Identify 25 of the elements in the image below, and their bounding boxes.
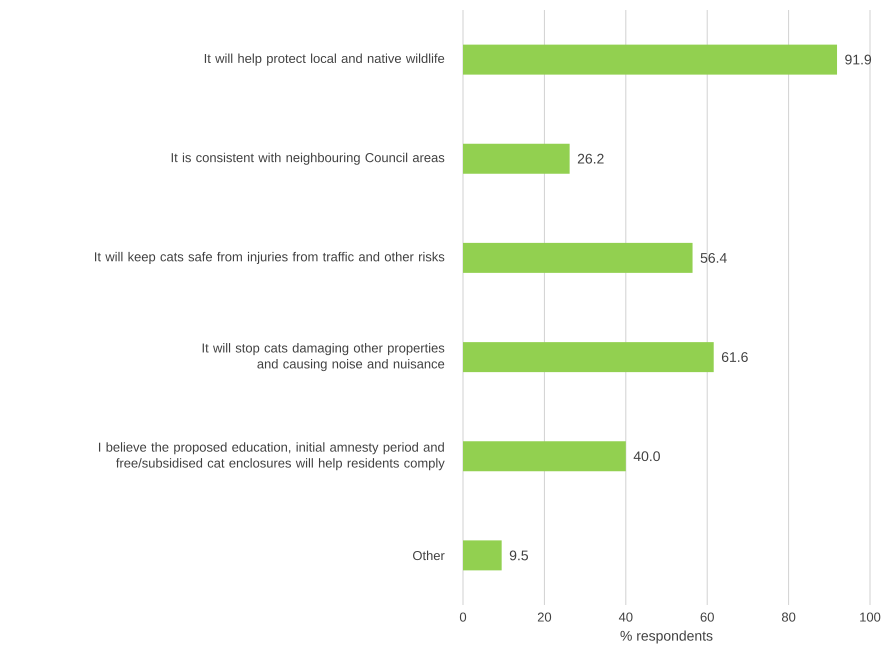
data-label: 56.4 xyxy=(700,252,727,263)
y-tick-label: It is consistent with neighbouring Council areas xyxy=(172,152,444,165)
x-tick-label: 80 xyxy=(782,612,796,622)
bar xyxy=(463,540,502,570)
data-label: 91.9 xyxy=(845,54,872,65)
x-tick-label: 60 xyxy=(700,612,714,622)
data-label: 61.6 xyxy=(722,352,748,362)
y-tick-label: I believe the proposed education, initial amnesty period and free/subsidised cat enclosures will help residents comply xyxy=(98,442,445,470)
bar xyxy=(463,242,693,273)
bar xyxy=(463,441,626,472)
bar xyxy=(463,342,714,372)
bar xyxy=(463,144,570,174)
x-axis-title: % respondents xyxy=(620,630,712,644)
y-tick-label: It will help protect local and native wildlife xyxy=(204,54,444,66)
y-tick-label: It will stop cats damaging other properties and causing noise and nuisance xyxy=(202,343,444,372)
y-tick-label: Other xyxy=(413,550,445,560)
data-label: 9.5 xyxy=(510,550,528,560)
y-tick-label: It will keep cats safe from injuries from traffic and other risks xyxy=(95,252,444,264)
data-label: 40.0 xyxy=(634,451,660,462)
x-tick-label: 0 xyxy=(460,612,466,622)
x-tick-label: 40 xyxy=(618,612,633,622)
x-tick-label: 100 xyxy=(860,612,880,622)
x-tick-label: 20 xyxy=(538,612,552,622)
bar xyxy=(463,44,838,75)
data-label: 26.2 xyxy=(578,154,604,164)
